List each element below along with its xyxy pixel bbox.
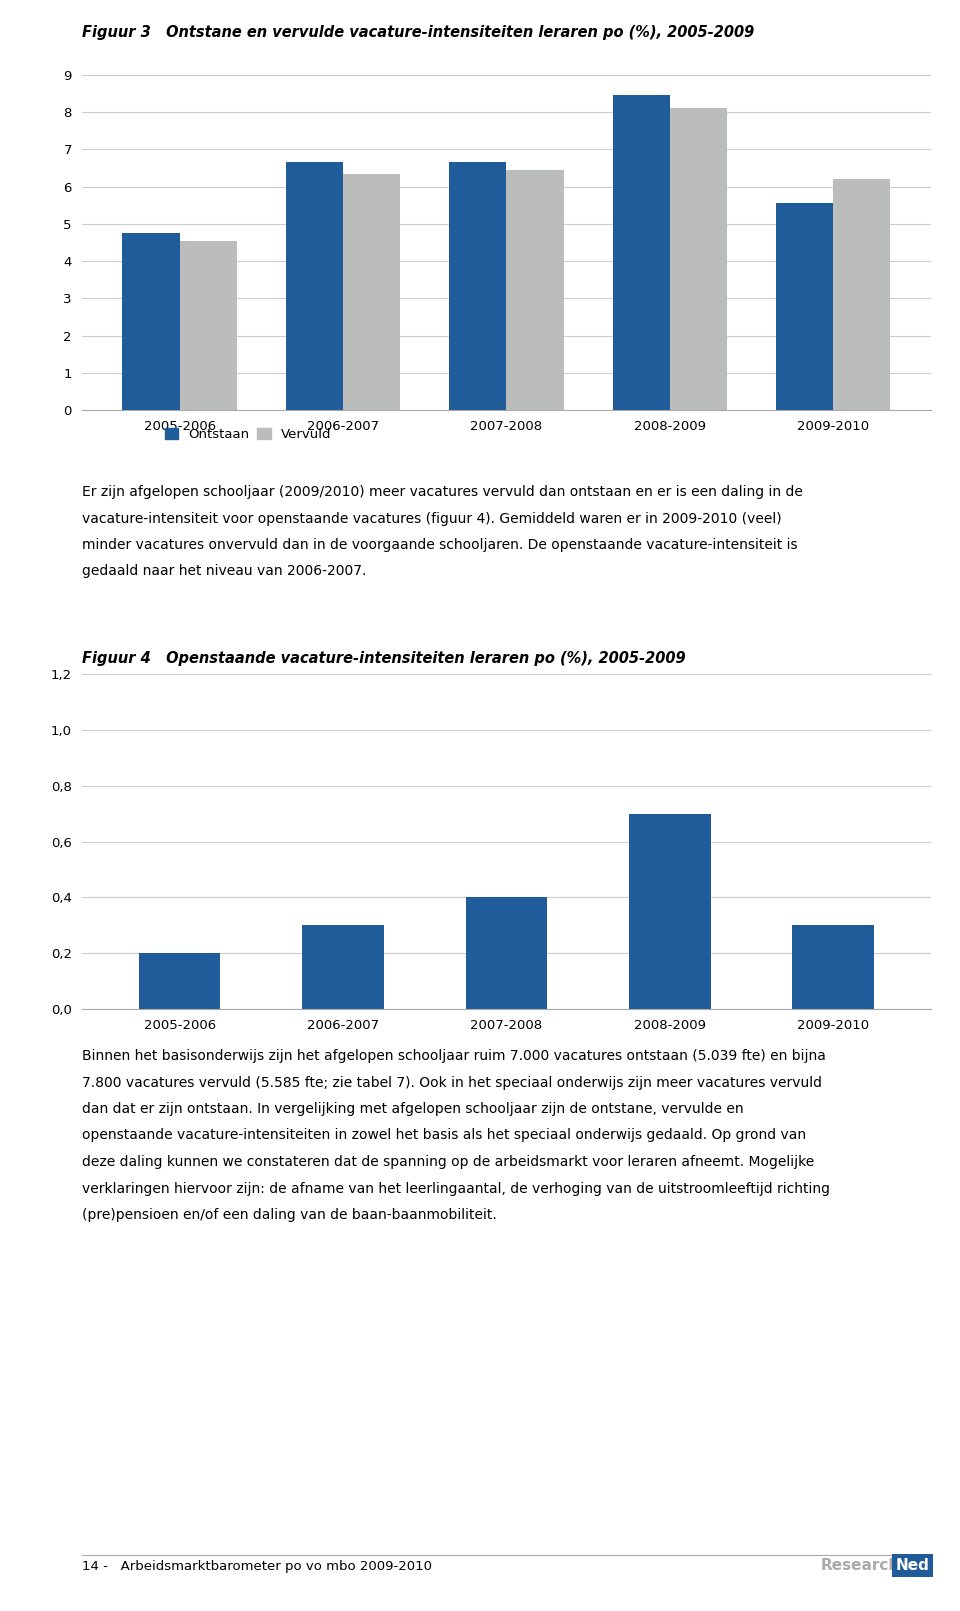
Legend: Ontstaan, Vervuld: Ontstaan, Vervuld (165, 429, 332, 441)
Bar (343, 174, 400, 411)
Text: Ned: Ned (896, 1558, 929, 1572)
Bar (670, 108, 727, 411)
Bar (466, 897, 547, 1008)
Text: (pre)pensioen en/of een daling van de baan-baanmobiliteit.: (pre)pensioen en/of een daling van de ba… (82, 1208, 496, 1223)
Bar (123, 234, 180, 411)
Bar (792, 925, 874, 1008)
Bar (833, 179, 890, 411)
Text: Research: Research (821, 1558, 900, 1572)
Text: verklaringen hiervoor zijn: de afname van het leerlingaantal, de verhoging van d: verklaringen hiervoor zijn: de afname va… (82, 1181, 829, 1195)
Text: Figuur 3   Ontstane en vervulde vacature-intensiteiten leraren po (%), 2005-2009: Figuur 3 Ontstane en vervulde vacature-i… (82, 26, 754, 40)
Text: Er zijn afgelopen schooljaar (2009/2010) meer vacatures vervuld dan ontstaan en : Er zijn afgelopen schooljaar (2009/2010)… (82, 485, 803, 499)
Text: Binnen het basisonderwijs zijn het afgelopen schooljaar ruim 7.000 vacatures ont: Binnen het basisonderwijs zijn het afgel… (82, 1049, 826, 1063)
Text: openstaande vacature-intensiteiten in zowel het basis als het speciaal onderwijs: openstaande vacature-intensiteiten in zo… (82, 1128, 805, 1142)
Text: deze daling kunnen we constateren dat de spanning op de arbeidsmarkt voor lerare: deze daling kunnen we constateren dat de… (82, 1155, 814, 1170)
Bar (507, 169, 564, 411)
Text: 14 -   Arbeidsmarktbarometer po vo mbo 2009-2010: 14 - Arbeidsmarktbarometer po vo mbo 200… (82, 1559, 432, 1572)
Text: 7.800 vacatures vervuld (5.585 fte; zie tabel 7). Ook in het speciaal onderwijs : 7.800 vacatures vervuld (5.585 fte; zie … (82, 1076, 822, 1089)
Bar (449, 163, 507, 411)
Text: Figuur 4   Openstaande vacature-intensiteiten leraren po (%), 2005-2009: Figuur 4 Openstaande vacature-intensitei… (82, 651, 685, 665)
Bar (139, 954, 221, 1008)
Text: minder vacatures onvervuld dan in de voorgaande schooljaren. De openstaande vaca: minder vacatures onvervuld dan in de voo… (82, 538, 797, 553)
Text: vacature-intensiteit voor openstaande vacatures (figuur 4). Gemiddeld waren er i: vacature-intensiteit voor openstaande va… (82, 512, 781, 525)
Bar (776, 203, 833, 411)
Bar (302, 925, 384, 1008)
Text: dan dat er zijn ontstaan. In vergelijking met afgelopen schooljaar zijn de ontst: dan dat er zijn ontstaan. In vergelijkin… (82, 1102, 743, 1116)
Bar (612, 95, 670, 411)
Bar (629, 814, 710, 1008)
Bar (286, 163, 343, 411)
Text: gedaald naar het niveau van 2006-2007.: gedaald naar het niveau van 2006-2007. (82, 564, 366, 578)
Bar (180, 240, 237, 411)
